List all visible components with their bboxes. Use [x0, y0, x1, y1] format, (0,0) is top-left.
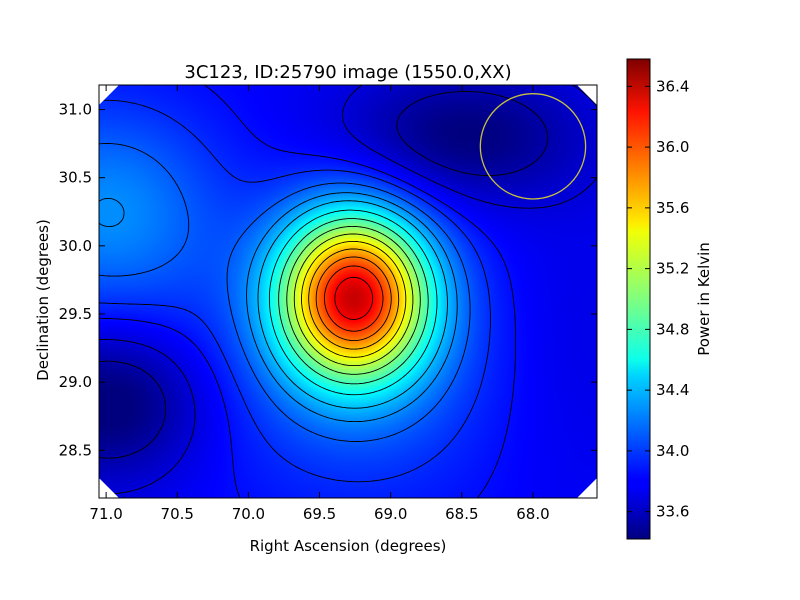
contour-level-line — [257, 200, 448, 409]
contour-level-line — [315, 256, 392, 342]
contour-level-line — [99, 85, 597, 495]
colorbar-gradient — [627, 59, 650, 539]
corner-mask — [577, 478, 597, 498]
contour-level-line — [293, 233, 414, 367]
colorbar-frame — [626, 58, 651, 540]
contour-level-line — [334, 276, 374, 320]
x-tick-label: 69.0 — [374, 505, 407, 523]
x-axis-label: Right Ascension (degrees) — [250, 537, 447, 555]
plot-frame — [98, 84, 598, 499]
heatmap-image — [99, 85, 597, 498]
contour-level-line — [268, 209, 438, 396]
colorbar-tick-label: 34.4 — [656, 381, 689, 399]
contour-level-line — [99, 192, 458, 423]
y-tick-label: 29.5 — [59, 305, 92, 323]
y-tick-label: 30.5 — [59, 169, 92, 187]
y-axis-label: Declination (degrees) — [34, 219, 52, 381]
colorbar: 33.6 34.0 34.4 34.8 35.2 35.6 36.0 36.4 Power i… — [626, 58, 713, 540]
x-tick-label: 71.0 — [89, 505, 122, 523]
colorbar-tick-label: 35.2 — [656, 260, 689, 278]
x-tick-label: 69.5 — [303, 505, 336, 523]
y-tick-label: 29.0 — [59, 373, 92, 391]
x-axis: 71.0 70.5 70.0 69.5 69.0 68.5 68.0 — [89, 85, 550, 523]
contour-level-line — [99, 91, 549, 459]
plot-area: 71.0 70.5 70.0 69.5 69.0 68.5 68.0 28.5 29.0 29.… — [59, 84, 598, 523]
corner-masks — [99, 85, 597, 498]
x-tick-label: 68.0 — [516, 505, 549, 523]
contour-level-line — [278, 218, 429, 385]
contour-level-line — [301, 240, 407, 358]
x-tick-label: 68.5 — [445, 505, 478, 523]
y-tick-label: 31.0 — [59, 101, 92, 119]
y-axis: 28.5 29.0 29.5 30.0 30.5 31.0 — [59, 101, 597, 459]
contour-lines — [99, 85, 597, 498]
y-tick-label: 28.5 — [59, 441, 92, 459]
contour-level-line — [324, 265, 384, 332]
contour-level-line — [286, 225, 421, 375]
colorbar-tick-label: 36.4 — [656, 77, 689, 95]
colorbar-tick-label: 35.6 — [656, 199, 689, 217]
corner-mask — [99, 478, 119, 498]
colorbar-label: Power in Kelvin — [695, 242, 713, 356]
colorbar-tick-label: 34.0 — [656, 442, 689, 460]
x-tick-label: 70.5 — [161, 505, 194, 523]
contour-level-line — [99, 143, 471, 442]
colorbar-tick-label: 36.0 — [656, 138, 689, 156]
colorbar-ticks: 33.6 34.0 34.4 34.8 35.2 35.6 36.0 36.4 — [627, 77, 689, 521]
colorbar-tick-label: 33.6 — [656, 503, 689, 521]
corner-mask — [577, 85, 597, 105]
colorbar-tick-label: 34.8 — [656, 320, 689, 338]
contour-level-line — [308, 248, 400, 350]
beam-marker — [479, 93, 587, 200]
x-tick-label: 70.0 — [232, 505, 265, 523]
corner-mask — [99, 85, 119, 105]
y-tick-label: 30.0 — [59, 237, 92, 255]
chart-title: 3C123, ID:25790 image (1550.0,XX) — [184, 62, 511, 83]
